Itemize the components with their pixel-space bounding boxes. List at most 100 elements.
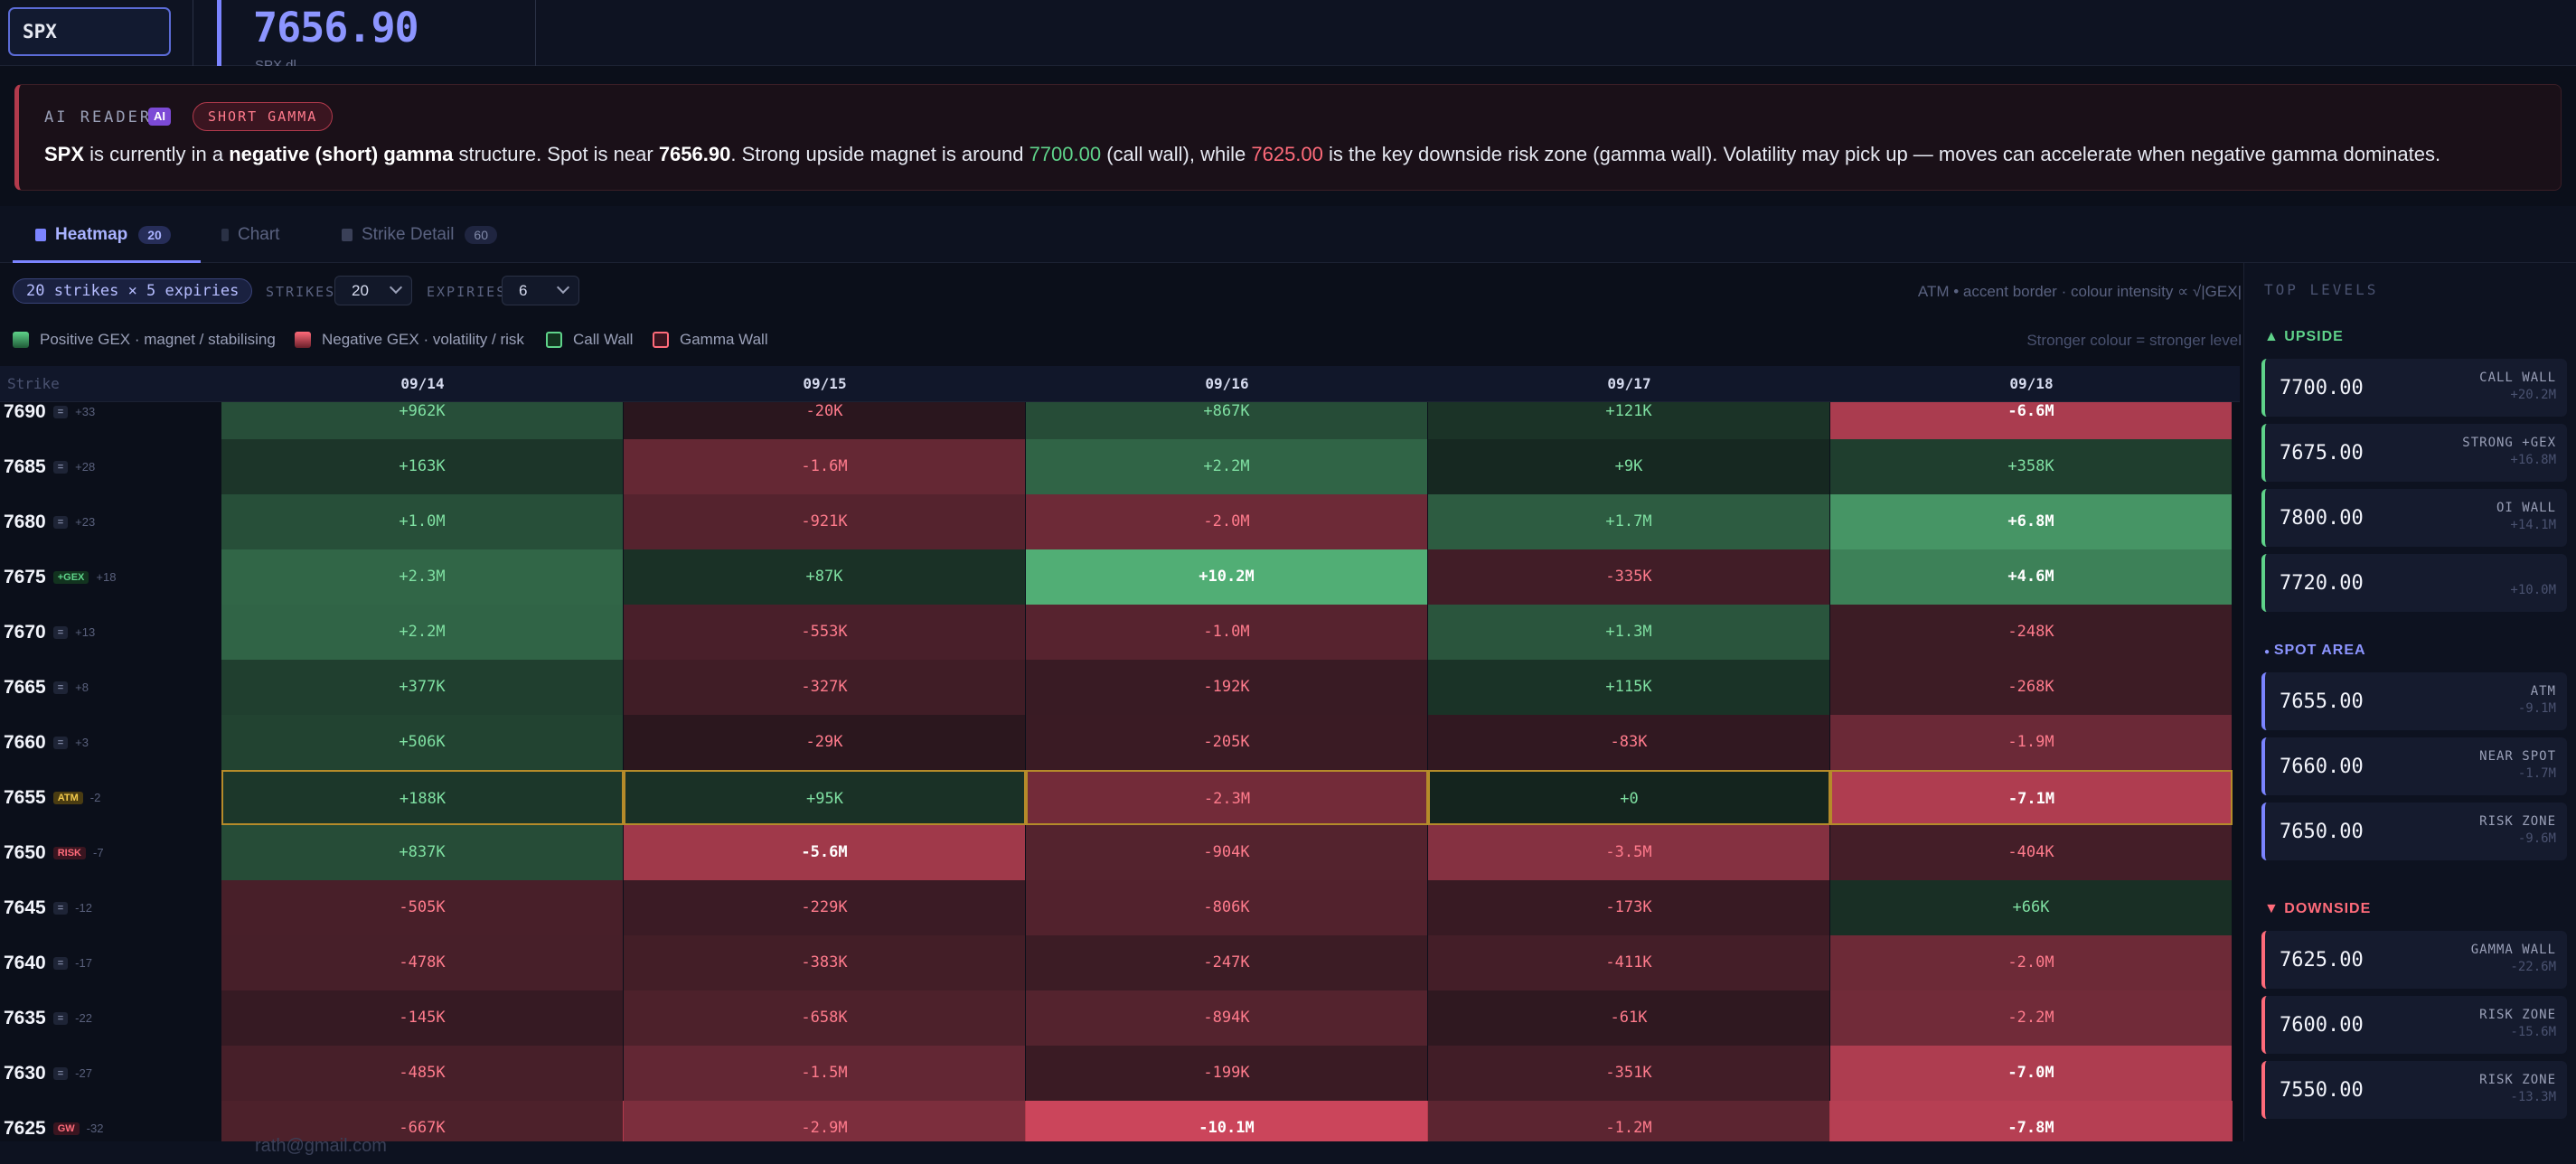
gex-cell[interactable]: +2.2M	[221, 605, 624, 660]
gex-cell[interactable]: -229K	[624, 880, 1026, 935]
ticker-input[interactable]: SPX	[8, 7, 171, 56]
gex-cell[interactable]: -10.1M	[1026, 1101, 1428, 1141]
gex-cell[interactable]: -7.0M	[1830, 1046, 2233, 1101]
gex-cell[interactable]: -1.6M	[624, 439, 1026, 494]
level-card[interactable]: 7625.00 GAMMA WALL -22.6M	[2261, 931, 2567, 989]
gex-cell[interactable]: -658K	[624, 990, 1026, 1046]
gex-cell[interactable]: -205K	[1026, 715, 1428, 770]
gex-cell[interactable]: -806K	[1026, 880, 1428, 935]
gex-cell[interactable]: +115K	[1428, 660, 1830, 715]
gex-cell[interactable]: +506K	[221, 715, 624, 770]
gex-cell[interactable]: -667K	[221, 1101, 624, 1141]
gex-cell[interactable]: -404K	[1830, 825, 2233, 880]
gex-cell[interactable]: +9K	[1428, 439, 1830, 494]
strike-tag: =	[52, 681, 69, 694]
level-card[interactable]: 7655.00 ATM -9.1M	[2261, 672, 2567, 730]
table-row[interactable]: 7635 = -22 -145K -658K -894K -61K -2.2M	[0, 990, 2240, 1046]
gex-cell[interactable]: -192K	[1026, 660, 1428, 715]
gex-cell[interactable]: -478K	[221, 935, 624, 990]
table-row[interactable]: 7660 = +3 +506K -29K -205K -83K -1.9M	[0, 715, 2240, 770]
gex-cell[interactable]: -5.6M	[624, 825, 1026, 880]
table-row[interactable]: 7680 = +23 +1.0M -921K -2.0M +1.7M +6.8M	[0, 494, 2240, 549]
level-card[interactable]: 7650.00 RISK ZONE -9.6M	[2261, 803, 2567, 860]
expiries-select[interactable]: 6	[502, 276, 579, 305]
gex-cell[interactable]: +10.2M	[1026, 549, 1428, 605]
gex-cell[interactable]: -1.9M	[1830, 715, 2233, 770]
gex-cell[interactable]: +6.8M	[1830, 494, 2233, 549]
gex-cell[interactable]: -7.1M	[1830, 770, 2233, 825]
gex-cell[interactable]: +358K	[1830, 439, 2233, 494]
gex-cell[interactable]: +0	[1428, 770, 1830, 825]
table-row[interactable]: 7650 RISK -7 +837K -5.6M -904K -3.5M -404K	[0, 825, 2240, 880]
table-row[interactable]: 7675 +GEX +18 +2.3M +87K +10.2M -335K +4.6M	[0, 549, 2240, 605]
level-card[interactable]: 7800.00 OI WALL +14.1M	[2261, 489, 2567, 547]
gex-cell[interactable]: -1.2M	[1428, 1101, 1830, 1141]
table-row[interactable]: 7670 = +13 +2.2M -553K -1.0M +1.3M -248K	[0, 605, 2240, 660]
gex-cell[interactable]: -894K	[1026, 990, 1428, 1046]
table-row[interactable]: 7655 ATM -2 +188K +95K -2.3M +0 -7.1M	[0, 770, 2240, 825]
gex-cell[interactable]: +2.2M	[1026, 439, 1428, 494]
gex-cell[interactable]: +2.3M	[221, 549, 624, 605]
gex-cell[interactable]: -553K	[624, 605, 1026, 660]
strike-tag: =	[52, 515, 69, 529]
gex-cell[interactable]: -3.5M	[1428, 825, 1830, 880]
strikes-select[interactable]: 20	[334, 276, 412, 305]
level-card[interactable]: 7550.00 RISK ZONE -13.3M	[2261, 1061, 2567, 1119]
gex-cell[interactable]: +95K	[624, 770, 1026, 825]
strike-value: 7635	[4, 1007, 46, 1028]
gex-cell[interactable]: +837K	[221, 825, 624, 880]
level-value: -15.6M	[2510, 1025, 2556, 1039]
gex-cell[interactable]: -61K	[1428, 990, 1830, 1046]
gex-cell[interactable]: -1.5M	[624, 1046, 1026, 1101]
table-row[interactable]: 7625 GW -32 -667K -2.9M -10.1M -1.2M -7.8M	[0, 1101, 2240, 1141]
level-card[interactable]: 7600.00 RISK ZONE -15.6M	[2261, 996, 2567, 1054]
gex-cell[interactable]: +1.0M	[221, 494, 624, 549]
gex-cell[interactable]: -83K	[1428, 715, 1830, 770]
gex-cell[interactable]: -173K	[1428, 880, 1830, 935]
table-row[interactable]: 7640 = -17 -478K -383K -247K -411K -2.0M	[0, 935, 2240, 990]
gex-cell[interactable]: -383K	[624, 935, 1026, 990]
tab-heatmap[interactable]: Heatmap 20	[35, 206, 171, 263]
gex-cell[interactable]: -411K	[1428, 935, 1830, 990]
gex-cell[interactable]: -268K	[1830, 660, 2233, 715]
tab-strike-detail[interactable]: Strike Detail 60	[342, 206, 497, 263]
level-card[interactable]: 7660.00 NEAR SPOT -1.7M	[2261, 737, 2567, 795]
gex-cell[interactable]: -2.0M	[1830, 935, 2233, 990]
gex-cell[interactable]: -485K	[221, 1046, 624, 1101]
gex-cell[interactable]: -505K	[221, 880, 624, 935]
table-row[interactable]: 7665 = +8 +377K -327K -192K +115K -268K	[0, 660, 2240, 715]
table-row[interactable]: 7685 = +28 +163K -1.6M +2.2M +9K +358K	[0, 439, 2240, 494]
tab-chart[interactable]: Chart	[221, 206, 279, 263]
gex-cell[interactable]: -2.9M	[624, 1101, 1026, 1141]
level-card[interactable]: 7675.00 STRONG +GEX +16.8M	[2261, 424, 2567, 482]
gex-cell[interactable]: -29K	[624, 715, 1026, 770]
table-row[interactable]: 7645 = -12 -505K -229K -806K -173K +66K	[0, 880, 2240, 935]
gex-cell[interactable]: +1.3M	[1428, 605, 1830, 660]
gex-cell[interactable]: -351K	[1428, 1046, 1830, 1101]
gex-cell[interactable]: -327K	[624, 660, 1026, 715]
gex-cell[interactable]: -904K	[1026, 825, 1428, 880]
gex-cell[interactable]: -247K	[1026, 935, 1428, 990]
gex-cell[interactable]: -921K	[624, 494, 1026, 549]
level-card[interactable]: 7720.00 +10.0M	[2261, 554, 2567, 612]
gex-cell[interactable]: -1.0M	[1026, 605, 1428, 660]
gex-cell[interactable]: -7.8M	[1830, 1101, 2233, 1141]
gex-cell[interactable]: -248K	[1830, 605, 2233, 660]
gex-cell[interactable]: -145K	[221, 990, 624, 1046]
gex-cell[interactable]: +188K	[221, 770, 624, 825]
level-type: RISK ZONE	[2479, 1073, 2556, 1087]
gex-cell[interactable]: +163K	[221, 439, 624, 494]
gex-cell[interactable]: +4.6M	[1830, 549, 2233, 605]
gex-cell[interactable]: -2.0M	[1026, 494, 1428, 549]
strike-distance: -12	[75, 901, 92, 915]
gex-cell[interactable]: +377K	[221, 660, 624, 715]
gex-cell[interactable]: -335K	[1428, 549, 1830, 605]
gex-cell[interactable]: +66K	[1830, 880, 2233, 935]
gex-cell[interactable]: +1.7M	[1428, 494, 1830, 549]
gex-cell[interactable]: -199K	[1026, 1046, 1428, 1101]
level-card[interactable]: 7700.00 CALL WALL +20.2M	[2261, 359, 2567, 417]
gex-cell[interactable]: -2.3M	[1026, 770, 1428, 825]
gex-cell[interactable]: +87K	[624, 549, 1026, 605]
gex-cell[interactable]: -2.2M	[1830, 990, 2233, 1046]
table-row[interactable]: 7630 = -27 -485K -1.5M -199K -351K -7.0M	[0, 1046, 2240, 1101]
